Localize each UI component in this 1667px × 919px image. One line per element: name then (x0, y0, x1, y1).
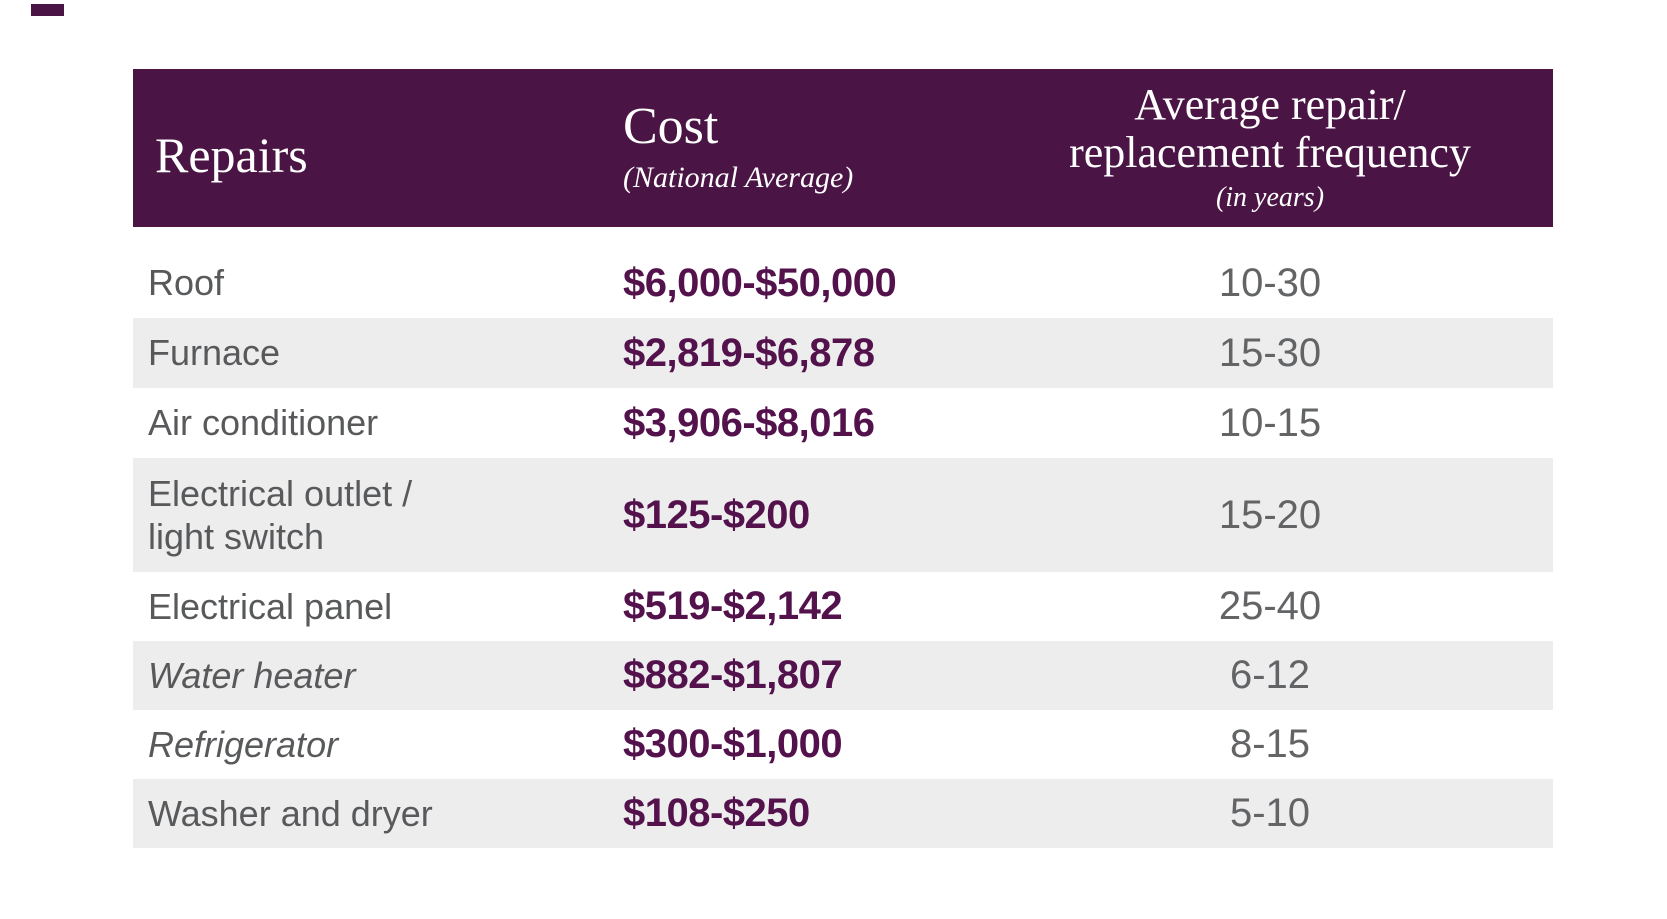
column-header-cost: Cost (National Average) (623, 101, 987, 195)
repair-cost: $125-$200 (623, 492, 810, 537)
repair-cost: $3,906-$8,016 (623, 400, 875, 445)
repair-name: Electrical outlet / light switch (148, 472, 413, 557)
repair-frequency: 6-12 (1229, 653, 1311, 697)
table-row-washer-dryer: Washer and dryer $108-$250 5-10 (133, 779, 1553, 848)
frequency-header-line1: Average repair/ (1134, 80, 1406, 129)
table-row-water-heater: Water heater $882-$1,807 6-12 (133, 641, 1553, 710)
cost-header-title: Cost (623, 98, 719, 155)
repair-name: Electrical panel (148, 585, 393, 627)
corner-accent-mark (31, 4, 64, 16)
table-header-row: Repairs Cost (National Average) Average … (133, 69, 1553, 227)
repair-frequency: 25-40 (1218, 584, 1322, 628)
repair-cost: $108-$250 (623, 791, 810, 835)
repair-name: Air conditioner (148, 402, 379, 444)
repair-cost: $6,000-$50,000 (623, 260, 897, 305)
repair-name: Furnace (148, 332, 281, 374)
repair-name: Water heater (148, 654, 356, 696)
column-header-frequency: Average repair/ replacement frequency (i… (987, 81, 1553, 215)
repair-frequency: 15-20 (1218, 492, 1322, 537)
table-row-electrical-outlet: Electrical outlet / light switch $125-$2… (133, 458, 1553, 572)
repair-frequency: 5-10 (1229, 791, 1311, 835)
repair-cost-table: Repairs Cost (National Average) Average … (133, 69, 1553, 848)
repair-cost: $2,819-$6,878 (623, 330, 875, 375)
repair-frequency: 10-15 (1218, 400, 1322, 445)
repair-name: Roof (148, 262, 225, 304)
table-row-refrigerator: Refrigerator $300-$1,000 8-15 (133, 710, 1553, 779)
repair-cost: $300-$1,000 (623, 722, 843, 766)
column-header-repairs: Repairs (155, 127, 308, 183)
repair-name: Washer and dryer (148, 792, 433, 834)
frequency-header-line2: replacement frequency (1069, 128, 1471, 177)
repair-name: Refrigerator (148, 723, 339, 765)
table-row-roof: Roof $6,000-$50,000 10-30 (133, 248, 1553, 318)
table-row-electrical-panel: Electrical panel $519-$2,142 25-40 (133, 572, 1553, 641)
frequency-header-subtitle: (in years) (1215, 182, 1325, 213)
cost-header-subtitle: (National Average) (623, 161, 854, 194)
repair-cost: $519-$2,142 (623, 584, 843, 628)
repair-frequency: 10-30 (1218, 260, 1322, 305)
repair-frequency: 8-15 (1229, 722, 1311, 766)
repair-cost: $882-$1,807 (623, 653, 843, 697)
table-row-furnace: Furnace $2,819-$6,878 15-30 (133, 318, 1553, 388)
header-body-gap (133, 227, 1553, 248)
repair-frequency: 15-30 (1218, 330, 1322, 375)
table-row-air-conditioner: Air conditioner $3,906-$8,016 10-15 (133, 388, 1553, 458)
